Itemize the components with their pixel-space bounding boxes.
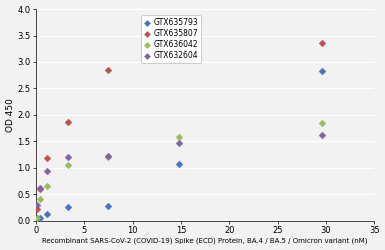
GTX635807	[34, 207, 40, 211]
GTX635793	[44, 212, 50, 216]
Legend: GTX635793, GTX635807, GTX636042, GTX632604: GTX635793, GTX635807, GTX636042, GTX6326…	[141, 15, 201, 63]
GTX632604	[65, 155, 71, 159]
GTX632604	[34, 203, 40, 207]
GTX636042	[34, 216, 40, 220]
GTX636042	[176, 135, 182, 139]
Y-axis label: OD 450: OD 450	[5, 98, 15, 132]
GTX636042	[65, 163, 71, 167]
GTX636042	[319, 121, 325, 125]
GTX635807	[105, 68, 111, 72]
X-axis label: Recombinant SARS-CoV-2 (COVID-19) Spike (ECD) Protein, BA.4 / BA.5 / Omicron var: Recombinant SARS-CoV-2 (COVID-19) Spike …	[42, 238, 368, 244]
GTX632604	[37, 186, 43, 190]
GTX635793	[176, 162, 182, 166]
GTX635793	[65, 205, 71, 209]
GTX636042	[44, 184, 50, 188]
GTX635807	[319, 42, 325, 46]
GTX632604	[105, 154, 111, 158]
GTX635807	[44, 156, 50, 160]
GTX636042	[37, 198, 43, 202]
GTX635793	[319, 70, 325, 73]
GTX635793	[105, 204, 111, 208]
GTX632604	[319, 134, 325, 138]
GTX635807	[65, 120, 71, 124]
GTX636042	[105, 154, 111, 158]
GTX635793	[37, 216, 43, 220]
GTX632604	[176, 142, 182, 146]
GTX635807	[37, 187, 43, 191]
GTX635793	[34, 216, 40, 220]
GTX635807	[176, 52, 182, 56]
GTX632604	[44, 170, 50, 173]
